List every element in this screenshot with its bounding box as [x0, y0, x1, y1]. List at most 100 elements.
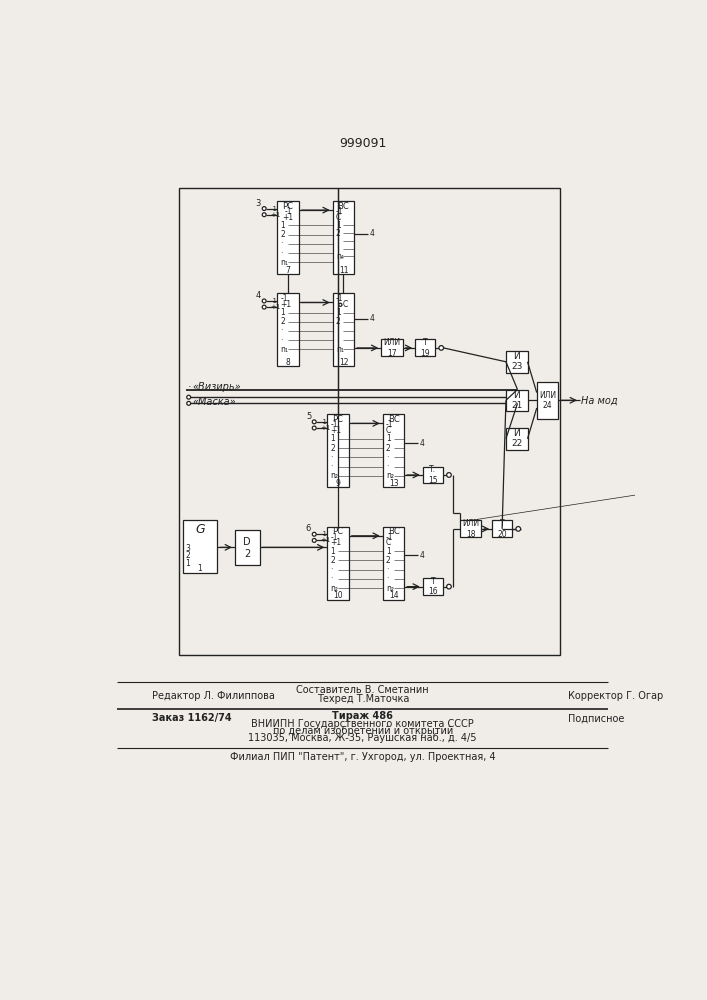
Text: -1: -1	[330, 533, 338, 542]
Text: 1: 1	[330, 547, 335, 556]
Text: +1: +1	[330, 538, 341, 547]
Text: И
21: И 21	[511, 391, 522, 410]
Text: 14: 14	[389, 591, 398, 600]
Text: 9: 9	[336, 479, 341, 488]
Text: ИЛИ
24: ИЛИ 24	[539, 391, 556, 410]
Circle shape	[447, 473, 451, 477]
Text: ·: ·	[386, 453, 388, 462]
Text: РС: РС	[283, 202, 293, 211]
Circle shape	[262, 305, 266, 309]
Text: 113035, Москва, Ж-35, Раушская наб., д. 4/5: 113035, Москва, Ж-35, Раушская наб., д. …	[248, 733, 477, 743]
Text: Составитель В. Сметанин: Составитель В. Сметанин	[296, 685, 429, 695]
Text: +1: +1	[283, 213, 293, 222]
Circle shape	[339, 303, 342, 306]
Text: Филиал ПИП "Патент", г. Ухгород, ул. Проектная, 4: Филиал ПИП "Патент", г. Ухгород, ул. Про…	[230, 752, 496, 762]
Bar	[423, 578, 443, 595]
Bar	[492, 520, 512, 537]
Text: Техред Т.Маточка: Техред Т.Маточка	[317, 694, 409, 704]
Text: -1: -1	[336, 294, 344, 303]
Text: 1: 1	[197, 564, 202, 573]
Text: -1: -1	[386, 420, 393, 429]
Text: +1: +1	[270, 212, 281, 218]
Circle shape	[312, 538, 316, 542]
Text: 1: 1	[281, 308, 285, 317]
Text: РС: РС	[332, 415, 344, 424]
Text: 1: 1	[386, 434, 390, 443]
Text: ·: ·	[188, 382, 192, 392]
Text: ·: ·	[386, 565, 388, 574]
Text: 2: 2	[185, 551, 190, 560]
Bar	[333, 293, 354, 366]
Text: -1: -1	[320, 419, 327, 425]
Text: 2: 2	[386, 444, 390, 453]
Text: ВС: ВС	[338, 202, 349, 211]
Text: Заказ 1162/74: Заказ 1162/74	[152, 713, 231, 723]
Text: С: С	[343, 300, 348, 309]
Bar	[179, 188, 560, 655]
Text: Т
20: Т 20	[497, 519, 507, 539]
Text: 11: 11	[339, 266, 349, 275]
Text: 4: 4	[256, 291, 261, 300]
Text: 999091: 999091	[339, 137, 387, 150]
Circle shape	[262, 207, 266, 210]
Text: Редактор Л. Филиппова: Редактор Л. Филиппова	[152, 691, 274, 701]
Text: 3: 3	[185, 544, 190, 553]
Text: С: С	[386, 538, 391, 547]
Text: n₁: n₁	[336, 345, 344, 354]
Text: -1: -1	[270, 206, 277, 212]
Text: 1: 1	[330, 434, 335, 443]
Text: С: С	[386, 426, 391, 435]
Text: 2: 2	[281, 317, 285, 326]
Text: 2: 2	[336, 229, 341, 238]
Bar	[506, 389, 527, 411]
Bar	[382, 527, 404, 600]
Text: С: С	[336, 213, 341, 222]
Text: Т.
15: Т. 15	[428, 465, 438, 485]
Text: 1: 1	[336, 308, 341, 317]
Text: Тираж 486: Тираж 486	[332, 711, 393, 721]
Text: И
22: И 22	[511, 429, 522, 448]
Text: ·: ·	[281, 249, 283, 258]
Text: ВС: ВС	[387, 527, 399, 536]
Bar	[537, 382, 559, 419]
Text: 1: 1	[336, 221, 341, 230]
Text: 7: 7	[286, 266, 291, 275]
Text: -1: -1	[281, 294, 288, 303]
Text: 4: 4	[370, 314, 375, 323]
Bar	[327, 414, 349, 487]
Text: G: G	[195, 523, 205, 536]
Text: ·: ·	[336, 236, 338, 245]
Bar	[381, 339, 403, 356]
Text: +1: +1	[281, 300, 291, 309]
Text: ·: ·	[336, 326, 338, 335]
Text: 4: 4	[420, 439, 425, 448]
Circle shape	[312, 532, 316, 536]
Text: ИЛИ
18: ИЛИ 18	[462, 519, 479, 539]
Bar	[182, 520, 217, 573]
Text: +1: +1	[330, 426, 341, 435]
Text: РС: РС	[332, 527, 344, 536]
Text: ·: ·	[330, 462, 333, 471]
Text: ВНИИПН Государственного комитета СССР: ВНИИПН Государственного комитета СССР	[252, 719, 474, 729]
Text: 12: 12	[339, 358, 349, 367]
Text: n₂: n₂	[386, 471, 394, 480]
Text: -1: -1	[270, 298, 277, 304]
Circle shape	[187, 401, 191, 405]
Text: 1: 1	[281, 221, 285, 230]
Text: ·: ·	[386, 462, 388, 471]
Text: по делам изобретений и открытий: по делам изобретений и открытий	[273, 726, 453, 736]
Text: n₁: n₁	[281, 258, 288, 267]
Text: ·: ·	[281, 239, 283, 248]
Circle shape	[439, 346, 443, 350]
Text: 3: 3	[256, 199, 261, 208]
Text: ·: ·	[281, 326, 283, 335]
Text: ·: ·	[330, 565, 333, 574]
Text: D
2: D 2	[243, 537, 251, 559]
Text: +1: +1	[320, 425, 331, 431]
Text: -1: -1	[284, 207, 292, 216]
Text: 5: 5	[306, 412, 311, 421]
Text: 6: 6	[305, 524, 311, 533]
Circle shape	[312, 426, 316, 430]
Text: ·: ·	[330, 574, 333, 583]
Circle shape	[262, 299, 266, 303]
